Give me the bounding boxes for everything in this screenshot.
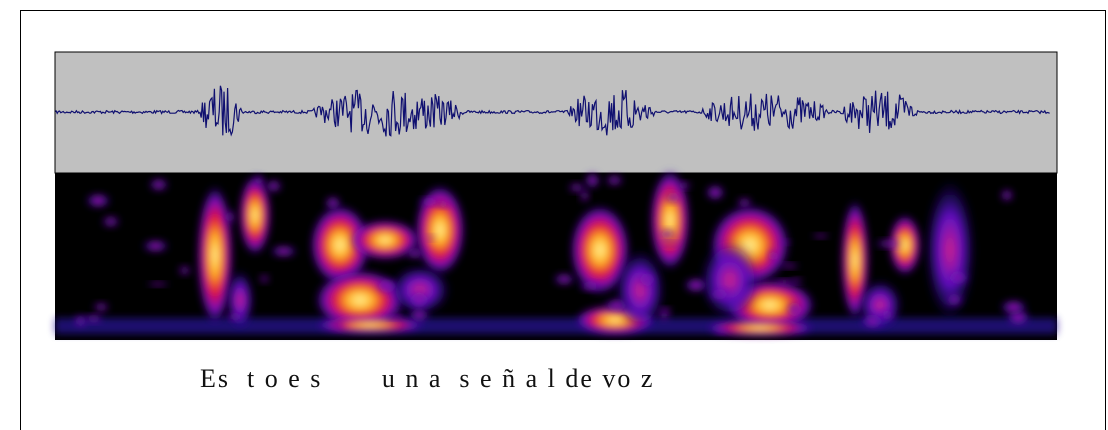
spectral-energy xyxy=(568,183,586,191)
spectral-energy xyxy=(84,315,104,322)
spectral-energy xyxy=(874,240,902,247)
spectral-energy xyxy=(706,185,725,200)
spectral-energy xyxy=(315,317,425,333)
spectral-energy xyxy=(715,330,727,334)
spectral-energy xyxy=(657,242,682,246)
spectral-energy xyxy=(1000,300,1027,315)
spectral-energy xyxy=(376,280,399,293)
spectral-energy xyxy=(658,230,676,239)
spectral-energy xyxy=(860,315,885,328)
spectral-energy xyxy=(178,266,191,275)
spectral-energy xyxy=(409,292,430,307)
spectral-energy xyxy=(580,189,588,202)
spectral-energy xyxy=(255,175,264,187)
spectral-energy xyxy=(684,278,708,292)
spectral-energy xyxy=(224,314,247,320)
spectral-energy xyxy=(225,209,234,224)
spectral-energy xyxy=(270,246,298,257)
spectral-energy xyxy=(947,272,969,284)
noise-band xyxy=(55,318,1057,334)
spectral-energy xyxy=(605,175,623,185)
spectral-energy xyxy=(811,234,830,238)
spectral-energy xyxy=(638,273,656,286)
caption: Es t o e s u n a s e ñ a l de vo z xyxy=(200,364,654,394)
spectral-energy xyxy=(226,270,254,330)
spectral-energy xyxy=(265,180,282,192)
spectral-energy xyxy=(417,199,442,206)
spectral-energy xyxy=(142,240,169,252)
spectral-energy xyxy=(86,194,111,208)
spectral-energy xyxy=(769,248,777,264)
spectral-energy xyxy=(707,290,732,299)
spectral-energy xyxy=(332,323,343,330)
spectral-energy xyxy=(1001,189,1014,201)
spectral-energy xyxy=(93,303,109,311)
spectral-energy xyxy=(408,309,430,322)
spectral-energy xyxy=(737,198,753,207)
spectral-energy xyxy=(787,302,803,317)
spectral-energy xyxy=(585,173,600,189)
spectral-energy xyxy=(406,248,425,258)
page: Es t o e s u n a s e ñ a l de vo z (() =… xyxy=(0,0,1108,411)
spectral-energy xyxy=(675,182,691,189)
spectral-energy xyxy=(779,240,791,244)
spectral-energy xyxy=(664,193,682,202)
spectral-energy xyxy=(384,316,407,320)
spectral-energy xyxy=(415,185,465,275)
spectral-energy xyxy=(393,310,401,314)
spectral-energy xyxy=(426,235,435,240)
spectral-energy xyxy=(325,196,341,209)
spectral-energy xyxy=(146,282,170,286)
spectral-energy xyxy=(604,299,629,311)
spectral-energy xyxy=(945,294,963,305)
spectral-energy xyxy=(779,263,799,268)
spectral-energy xyxy=(615,250,665,330)
spectral-energy xyxy=(578,282,603,290)
spectral-energy xyxy=(259,275,269,282)
spectral-energy xyxy=(149,179,169,191)
speech-figure xyxy=(0,0,1108,360)
spectral-energy xyxy=(553,274,575,285)
spectral-energy xyxy=(659,311,670,320)
spectral-energy xyxy=(102,216,120,226)
spectral-energy xyxy=(700,240,760,320)
spectral-energy xyxy=(790,278,803,283)
